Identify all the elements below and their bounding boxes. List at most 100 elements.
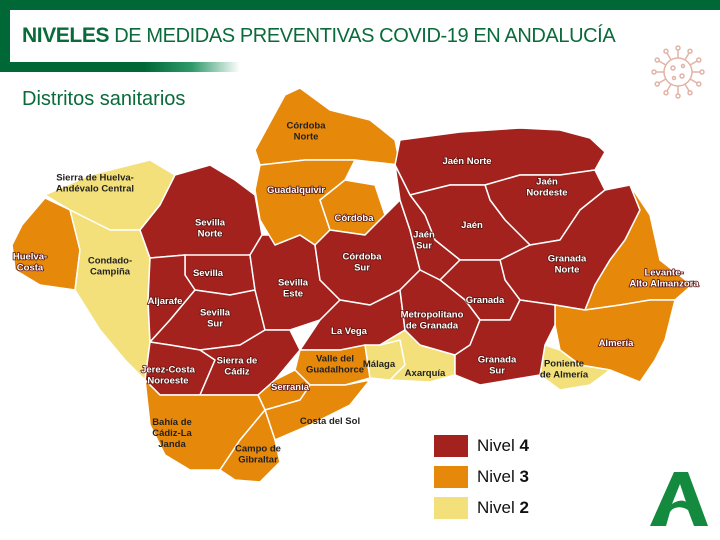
district-label-jaen-nordeste: Jaén Nordeste — [526, 177, 567, 199]
district-label-bahia-cadiz: Bahía de Cádiz-La Janda — [152, 417, 192, 450]
district-label-la-vega: La Vega — [331, 326, 368, 337]
legend-swatch — [434, 496, 468, 519]
legend-swatch — [434, 434, 468, 457]
district-label-line: Campiña — [90, 267, 131, 278]
legend-level: 3 — [519, 466, 529, 486]
title-rest: DE MEDIDAS PREVENTIVAS COVID-19 EN ANDAL… — [114, 25, 616, 47]
district-label-costa-sol: Costa del Sol — [300, 416, 360, 427]
header-underline — [0, 62, 240, 72]
district-label-jerez: Jerez-Costa Noroeste — [141, 365, 196, 387]
district-label-aljarafe: Aljarafe — [148, 296, 183, 307]
legend-item-nivel-4: Nivel 4 — [434, 430, 529, 461]
legend-level: 2 — [519, 497, 529, 517]
district-label-line: Granada — [478, 355, 517, 366]
district-label-line: Sur — [207, 319, 223, 330]
district-label-line: La Vega — [331, 326, 368, 337]
district-label-line: Sierra de — [217, 356, 258, 367]
district-label-serrania: Serranía — [271, 382, 310, 393]
district-label-granada-norte: Granada Norte — [548, 254, 587, 276]
district-label-line: Granada — [466, 295, 505, 306]
header-bar — [0, 0, 720, 10]
district-condado — [69, 209, 151, 381]
legend-label: Nivel — [477, 466, 515, 486]
district-label-line: Sevilla — [278, 278, 309, 289]
district-label-campo-gibraltar: Campo de Gibraltar — [235, 444, 281, 466]
district-label-line: Bahía de — [152, 417, 192, 428]
district-label-line: Jerez-Costa — [141, 365, 196, 376]
district-label-cordoba-sur: Córdoba Sur — [342, 252, 382, 274]
district-label-line: Almería — [599, 338, 635, 349]
district-label-line: Campo de — [235, 444, 281, 455]
district-label-line: de Almería — [540, 370, 589, 381]
district-label-line: Córdoba — [334, 213, 374, 224]
district-label-sevilla-este: Sevilla Este — [278, 278, 309, 300]
district-label-line: Andévalo Central — [56, 184, 134, 195]
legend-label: Nivel — [477, 497, 515, 517]
district-label-sevilla-norte: Sevilla Norte — [195, 218, 226, 240]
district-label-line: Condado- — [88, 256, 132, 267]
district-label-guadalquivir: Guadalquivir — [267, 185, 325, 196]
page-title: NIVELES DE MEDIDAS PREVENTIVAS COVID-19 … — [22, 24, 616, 48]
virus-icon — [651, 45, 705, 99]
district-label-line: Valle del — [316, 354, 354, 365]
district-label-cordoba: Córdoba — [334, 213, 374, 224]
district-label-line: Sur — [416, 241, 432, 252]
district-label-jaen: Jaén — [461, 220, 483, 231]
legend-item-nivel-3: Nivel 3 — [434, 461, 529, 492]
district-label-granada-sur: Granada Sur — [478, 355, 517, 377]
district-label-line: Córdoba — [342, 252, 382, 263]
district-label-sevilla: Sevilla — [193, 268, 224, 279]
district-label-line: Alto Almanzora — [629, 279, 699, 290]
district-label-levante: Levante-Alto Almanzora — [629, 268, 699, 290]
district-label-huelva-costa: Huelva-Costa — [13, 252, 47, 274]
district-label-axarquia: Axarquía — [405, 368, 446, 379]
district-label-line: Cádiz-La — [152, 428, 192, 439]
district-label-line: Jaén — [413, 230, 435, 241]
district-label-granada: Granada — [466, 295, 505, 306]
district-label-line: Cádiz — [224, 367, 250, 378]
district-label-sierra-cadiz: Sierra de Cádiz — [217, 356, 258, 378]
district-label-jaen-norte: Jaén Norte — [442, 156, 491, 167]
district-label-line: Norte — [198, 229, 223, 240]
legend-label: Nivel — [477, 435, 515, 455]
district-label-sevilla-sur: Sevilla Sur — [200, 308, 231, 330]
district-label-line: Aljarafe — [148, 296, 183, 307]
district-label-line: Jaén — [536, 177, 558, 188]
district-granada-sur — [454, 299, 556, 386]
header-accent — [0, 10, 10, 72]
subtitle: Distritos sanitarios — [22, 88, 186, 110]
district-label-line: Levante- — [644, 268, 683, 279]
district-poniente — [539, 344, 611, 391]
district-label-line: Sur — [354, 263, 370, 274]
district-label-almeria: Almería — [599, 338, 635, 349]
title-bold: NIVELES — [22, 24, 110, 47]
legend-item-nivel-2: Nivel 2 — [434, 492, 529, 523]
district-label-line: Este — [283, 289, 303, 300]
district-label-line: Sierra de Huelva- — [56, 173, 134, 184]
district-label-line: Serranía — [271, 382, 310, 393]
district-label-line: Costa del Sol — [300, 416, 360, 427]
district-label-line: Córdoba — [286, 121, 326, 132]
district-label-line: Sevilla — [200, 308, 231, 319]
district-sierra-cadiz — [199, 329, 301, 396]
district-label-line: Gibraltar — [238, 455, 278, 466]
district-label-line: Huelva- — [13, 252, 47, 263]
district-label-line: Norte — [294, 132, 319, 143]
district-label-line: Norte — [555, 265, 580, 276]
district-cordoba-norte — [254, 87, 401, 166]
district-label-line: de Granada — [406, 321, 459, 332]
district-label-line: Janda — [158, 439, 186, 450]
district-label-sierra-huelva: Sierra de Huelva-Andévalo Central — [56, 173, 134, 195]
district-label-line: Sevilla — [193, 268, 224, 279]
district-label-line: Jaén Norte — [442, 156, 491, 167]
district-label-line: Guadalquivir — [267, 185, 325, 196]
district-label-line: Guadalhorce — [306, 365, 364, 376]
district-label-line: Axarquía — [405, 368, 446, 379]
district-label-line: Metropolitano — [401, 310, 464, 321]
district-label-line: Granada — [548, 254, 587, 265]
district-label-line: Poniente — [544, 359, 584, 370]
district-label-malaga: Málaga — [363, 359, 396, 370]
district-label-cordoba-norte: Córdoba Norte — [286, 121, 326, 143]
district-label-line: Nordeste — [526, 188, 567, 199]
